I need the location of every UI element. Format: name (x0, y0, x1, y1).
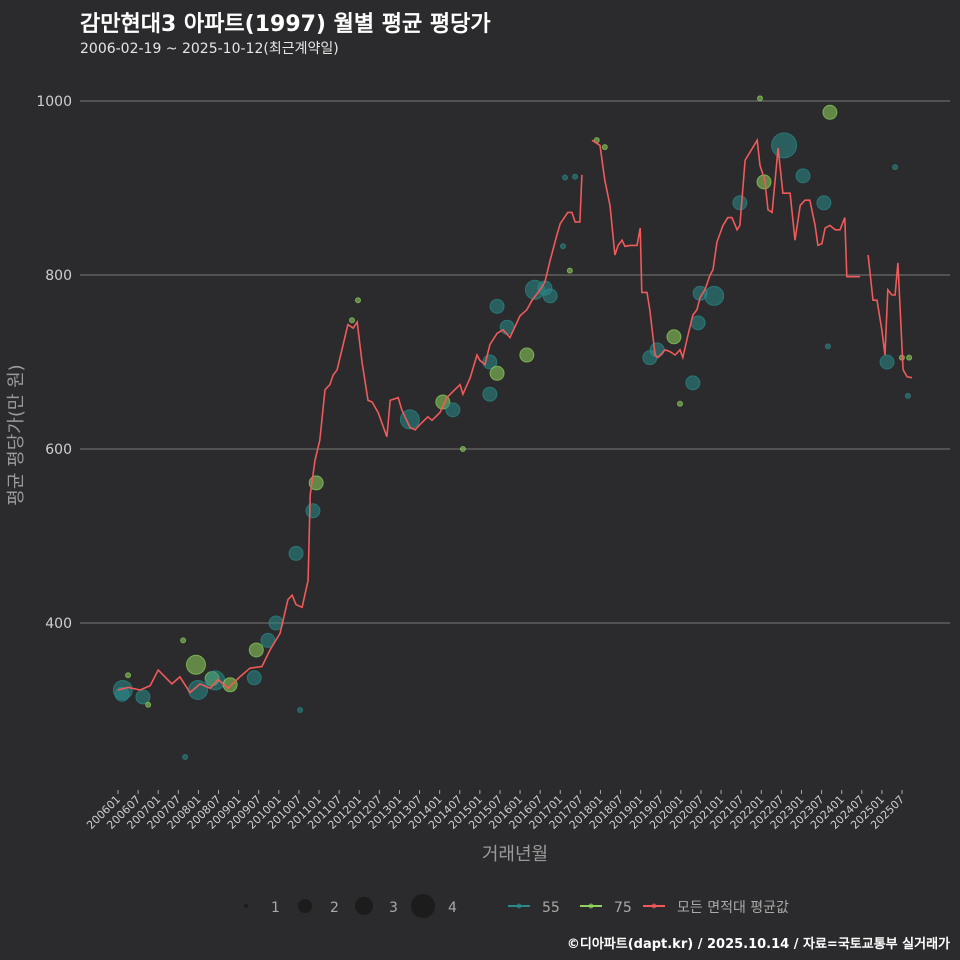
data-point-55 (135, 689, 151, 705)
chart-subtitle: 2006-02-19 ~ 2025-10-12(최근계약일) (80, 41, 339, 57)
data-point-55 (795, 168, 811, 184)
data-point-55 (892, 164, 899, 171)
legend-series-marker (651, 903, 657, 909)
data-point-55 (704, 285, 725, 306)
data-point-75 (489, 365, 505, 381)
data-point-75 (906, 354, 913, 361)
data-point-55 (732, 195, 748, 211)
legend: 1 2 3 4 55 75 모든 면적대 평균값 (244, 894, 789, 918)
data-point-75 (145, 701, 152, 708)
data-point-75 (756, 174, 772, 190)
data-point-75 (676, 400, 683, 407)
data-point-75 (125, 672, 132, 679)
data-point-75 (601, 144, 608, 151)
chart-title: 감만현대3 아파트(1997) 월별 평균 평당가 (80, 12, 491, 37)
caption: ©디아파트(dapt.kr) / 2025.10.14 / 자료=국토교통부 실… (566, 937, 950, 952)
data-point-55 (187, 679, 208, 700)
data-point-55 (399, 409, 420, 430)
data-point-75 (822, 104, 838, 120)
data-point-75 (566, 267, 573, 274)
data-point-55 (649, 342, 665, 358)
data-point-55 (305, 503, 321, 519)
legend-size-label: 4 (448, 900, 457, 916)
data-point-75 (354, 297, 361, 304)
data-point-55 (879, 354, 895, 370)
data-point-55 (246, 670, 262, 686)
data-point-75 (459, 446, 466, 452)
data-point-75 (666, 329, 682, 345)
data-point-55 (297, 707, 304, 713)
data-point-55 (572, 173, 579, 180)
data-point-55 (114, 686, 130, 702)
legend-size-label: 1 (271, 900, 280, 916)
data-point-55 (690, 315, 706, 331)
data-point-55 (489, 298, 505, 314)
data-point-75 (180, 637, 187, 644)
data-point-55 (824, 343, 831, 350)
legend-size-marker (411, 894, 435, 918)
data-point-75 (248, 642, 264, 658)
data-point-75 (756, 95, 763, 102)
data-point-55 (560, 243, 567, 250)
data-point-55 (685, 375, 701, 391)
data-point-55 (182, 753, 189, 760)
legend-series-label: 모든 면적대 평균값 (677, 900, 789, 916)
legend-size-marker (244, 904, 248, 908)
y-tick-label: 800 (45, 268, 72, 284)
average-line (867, 254, 913, 379)
data-point-75 (348, 317, 355, 324)
legend-series-label: 55 (542, 900, 560, 916)
average-line (117, 174, 583, 694)
legend-series-label: 75 (614, 900, 632, 916)
y-tick-label: 600 (45, 442, 72, 458)
average-line (591, 137, 861, 361)
data-point-75 (519, 347, 535, 363)
y-axis-label: 평균 평당가(만 원) (6, 364, 27, 505)
data-point-55 (542, 288, 558, 304)
legend-size-label: 2 (330, 900, 339, 916)
y-tick-label: 1000 (36, 94, 72, 110)
data-point-55 (904, 392, 911, 399)
legend-size-marker (355, 897, 373, 915)
legend-series-marker (516, 903, 522, 909)
data-point-55 (562, 174, 569, 181)
legend-size-label: 3 (389, 900, 398, 916)
data-point-55 (288, 545, 304, 561)
legend-series-marker (588, 903, 594, 909)
data-point-75 (185, 654, 206, 675)
legend-size-marker (298, 899, 312, 913)
data-point-55 (445, 402, 461, 418)
data-point-55 (771, 132, 798, 159)
x-axis-label: 거래년월 (482, 844, 548, 865)
data-point-55 (816, 195, 832, 211)
y-tick-label: 400 (45, 616, 72, 632)
data-point-55 (482, 386, 498, 402)
